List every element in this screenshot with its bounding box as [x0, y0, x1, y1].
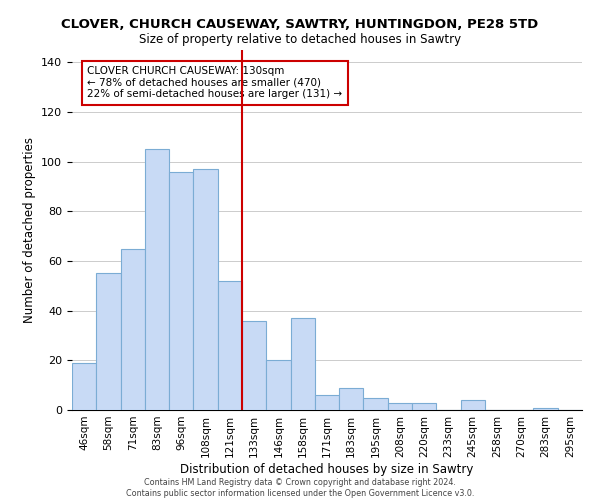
Bar — [364, 398, 388, 410]
Bar — [266, 360, 290, 410]
Bar — [72, 363, 96, 410]
Text: CLOVER CHURCH CAUSEWAY: 130sqm
← 78% of detached houses are smaller (470)
22% of: CLOVER CHURCH CAUSEWAY: 130sqm ← 78% of … — [88, 66, 343, 100]
Bar — [145, 150, 169, 410]
Bar — [339, 388, 364, 410]
Bar — [533, 408, 558, 410]
Bar — [388, 402, 412, 410]
Bar — [193, 169, 218, 410]
Bar — [412, 402, 436, 410]
Y-axis label: Number of detached properties: Number of detached properties — [23, 137, 35, 323]
Bar — [290, 318, 315, 410]
Bar — [121, 248, 145, 410]
Bar — [169, 172, 193, 410]
X-axis label: Distribution of detached houses by size in Sawtry: Distribution of detached houses by size … — [181, 462, 473, 475]
Bar — [96, 274, 121, 410]
Bar — [218, 281, 242, 410]
Text: Contains HM Land Registry data © Crown copyright and database right 2024.
Contai: Contains HM Land Registry data © Crown c… — [126, 478, 474, 498]
Bar — [461, 400, 485, 410]
Text: Size of property relative to detached houses in Sawtry: Size of property relative to detached ho… — [139, 32, 461, 46]
Bar — [315, 395, 339, 410]
Bar — [242, 320, 266, 410]
Text: CLOVER, CHURCH CAUSEWAY, SAWTRY, HUNTINGDON, PE28 5TD: CLOVER, CHURCH CAUSEWAY, SAWTRY, HUNTING… — [61, 18, 539, 30]
